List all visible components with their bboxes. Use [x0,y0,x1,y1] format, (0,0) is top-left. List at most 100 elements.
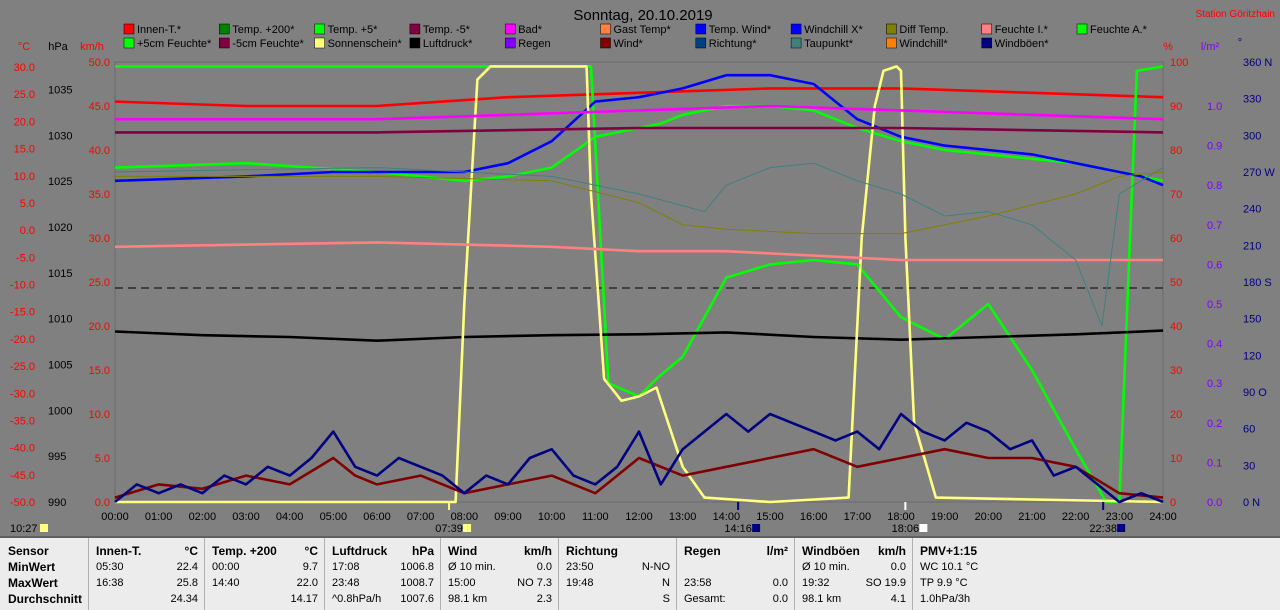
y-tick-rain: 0.3 [1207,378,1222,390]
stats-time: 00:00 [212,561,240,573]
stats-value: NO 7.3 [517,577,552,589]
x-tick-label: 06:00 [363,511,391,523]
legend-swatch [314,23,325,35]
stats-value: SO 19.9 [865,577,906,589]
x-tick-label: 07:00 [407,511,435,523]
stats-value: 1007.6 [400,593,434,605]
axis-unit-rain: l/m² [1201,41,1220,53]
stats-header: Temp. +200 [212,544,277,558]
x-tick-label: 08:00 [451,511,479,523]
stats-time: 17:08 [332,561,360,573]
legend-swatch [409,23,421,35]
stats-value: 25.8 [176,577,198,589]
y-tick-kmh: 0.0 [95,497,110,509]
time-markers: 10:27 07:39 14:16 18:06 22:38 [10,502,1126,535]
y-tick-deg: 0 N [1243,497,1260,509]
x-tick-label: 15:00 [756,511,784,523]
y-tick-celsius: -25.0 [10,361,35,373]
legend-swatch [790,23,802,35]
legend-swatch [600,37,611,49]
plot-frame [114,61,1164,503]
y-tick-rain: 0.0 [1207,497,1222,509]
series-line [115,104,1164,121]
x-tick-label: 21:00 [1018,511,1046,523]
axis-unit-hpa: hPa [48,41,68,53]
y-tick-rain: 1.0 [1207,101,1222,113]
stats-col-boen: Windböen km/h Ø 10 min. 0.0 19:32 SO 19.9 9… [794,538,913,610]
legend-swatch [314,37,325,49]
y-tick-percent: 80 [1170,145,1182,157]
stats-value: 0.0 [890,561,906,573]
y-tick-deg: 60 [1243,424,1255,436]
y-tick-deg: 360 N [1243,57,1272,69]
y-tick-rain: 0.6 [1207,259,1222,271]
y-tick-celsius: 25.0 [14,89,35,101]
legend-label: Windböen* [995,38,1050,50]
stats-col-innen: Innen-T. °C 05:30 22.4 16:38 25.8 24.34 [88,538,205,610]
time-marker-icon [40,524,48,532]
legend-label: Temp. +200* [232,24,295,36]
y-tick-hpa: 995 [48,451,66,463]
y-tick-kmh: 20.0 [89,321,110,333]
stats-time: 14:40 [212,577,240,589]
stats-col-regen: Regen l/m² 23:58 0.0 Gesamt: 0.0 [676,538,795,610]
legend-label: Sonnenschein* [328,38,403,50]
legend-label: Diff Temp. [899,24,948,36]
station-label: Station Göritzhain [1196,9,1276,20]
stats-row-label: MaxWert [8,576,58,590]
y-tick-hpa: 1020 [48,222,72,234]
chart-title: Sonntag, 20.10.2019 [573,7,712,24]
legend-swatch [504,23,516,35]
stats-time: 19:48 [566,577,594,589]
legend-swatch [123,37,135,49]
y-tick-kmh: 40.0 [89,145,110,157]
legend-swatch [123,23,135,35]
stats-time: ^0.8hPa/h [332,593,382,605]
stats-value: 24.34 [170,593,198,605]
x-tick-label: 13:00 [669,511,697,523]
legend-swatch [219,23,230,35]
legend-label: Windchill X* [804,24,863,36]
legend-label: Temp. +5* [328,24,379,36]
stats-unit: °C [304,544,318,558]
stats-header: PMV+1:15 [920,544,978,558]
legend-label: Taupunkt* [804,38,854,50]
y-tick-percent: 60 [1170,233,1182,245]
y-tick-deg: 330 [1243,94,1261,106]
y-tick-rain: 0.4 [1207,339,1222,351]
y-tick-celsius: -40.0 [10,443,35,455]
y-tick-rain: 0.9 [1207,141,1222,153]
y-tick-hpa: 1015 [48,268,72,280]
legend-label: +5cm Feuchte* [137,38,212,50]
x-tick-label: 12:00 [625,511,653,523]
stats-unit: °C [184,544,198,558]
y-tick-celsius: 0.0 [20,225,35,237]
stats-value: 1.0hPa/3h [920,593,971,605]
legend-label: Temp. -5* [423,24,471,36]
y-tick-percent: 30 [1170,365,1182,377]
stats-time: 19:32 [802,577,830,589]
legend-swatch [981,23,992,35]
y-tick-percent: 70 [1170,189,1182,201]
legend-label: Feuchte A.* [1090,24,1148,36]
stats-col-sensor: Sensor MinWert MaxWert Durchschnitt [0,538,89,610]
stats-value: 4.1 [890,593,906,605]
legend-label: Wind* [614,38,644,50]
stats-value: 0.0 [772,577,788,589]
time-marker-icon [1117,524,1126,532]
x-tick-label: 04:00 [276,511,304,523]
y-tick-percent: 90 [1170,101,1182,113]
legend-label: Windchill* [899,38,948,50]
y-tick-kmh: 5.0 [95,453,110,465]
y-tick-kmh: 50.0 [89,57,110,69]
y-tick-percent: 0 [1170,497,1176,509]
x-tick-label: 01:00 [145,511,173,523]
plot-area [114,61,1164,504]
y-tick-percent: 50 [1170,277,1182,289]
y-tick-percent: 100 [1170,57,1188,69]
legend-swatch [886,37,897,49]
stats-time: Ø 10 min. [802,561,850,573]
stats-value: 0.0 [772,593,788,605]
stats-col-pmv: PMV+1:15 WC 10.1 °C TP 9.9 °C 1.0hPa/3h [912,538,1280,610]
y-tick-kmh: 45.0 [89,101,110,113]
